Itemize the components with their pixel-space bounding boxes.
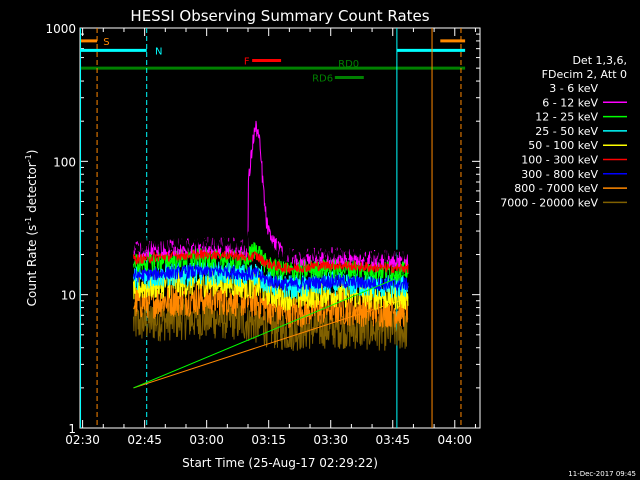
status-bar-label: RD0 [338, 59, 359, 70]
y-label-sup1: -1 [24, 217, 33, 225]
x-tick-label: 03:45 [375, 433, 410, 447]
legend-entry-label: 12 - 25 keV [535, 111, 598, 124]
legend-entry-label: 300 - 800 keV [521, 168, 598, 181]
y-label-sup2: -1 [24, 154, 33, 162]
footer-timestamp: 11-Dec-2017 09:45 [568, 470, 636, 478]
legend-entry-label: 50 - 100 keV [528, 139, 598, 152]
y-tick-label: 1000 [45, 22, 76, 36]
chart-title: HESSI Observing Summary Count Rates [130, 7, 429, 25]
x-tick-label: 03:00 [189, 433, 224, 447]
axes: 1 10 100 1000 02:30 02:45 03:00 03:15 03:30 03:45… [45, 22, 480, 447]
status-bar-label: RD6 [312, 74, 333, 85]
x-tick-label: 03:30 [313, 433, 348, 447]
x-tick-label: 02:45 [127, 433, 162, 447]
legend-header-2: FDecim 2, Att 0 [542, 68, 627, 81]
legend-entry-label: 100 - 300 keV [521, 154, 598, 167]
legend-entry-label: 800 - 7000 keV [514, 182, 598, 195]
status-bar-label: S [103, 37, 109, 48]
series-line [133, 196, 409, 263]
y-tick-label: 10 [61, 289, 76, 303]
y-label-end: ) [25, 150, 39, 155]
y-tick-label: 100 [53, 155, 76, 169]
legend-header-1: Det 1,3,6, [572, 54, 627, 67]
x-tick-label: 04:00 [437, 433, 472, 447]
legend-entry-label: 7000 - 20000 keV [500, 196, 598, 209]
y-tick-label: 1 [68, 422, 76, 436]
y-label-main: Count Rate (s [25, 225, 39, 307]
series-group [133, 120, 409, 389]
x-tick-label: 03:15 [251, 433, 286, 447]
plot-frame [79, 27, 481, 429]
y-axis-label: Count Rate (s-1 detector-1) [24, 150, 39, 307]
plot-border [79, 27, 481, 429]
status-bar-label: F [244, 57, 250, 68]
legend-entry-label: 3 - 6 keV [549, 82, 598, 95]
legend-entry-label: 6 - 12 keV [542, 96, 598, 109]
x-tick-label: 02:30 [65, 433, 100, 447]
marker-lines [80, 28, 462, 428]
legend-entry-label: 25 - 50 keV [535, 125, 598, 138]
series-line [133, 281, 409, 389]
x-axis-label: Start Time (25-Aug-17 02:29:22) [182, 456, 378, 470]
y-label-mid: detector [25, 162, 39, 217]
status-bar-label: N [155, 46, 162, 57]
